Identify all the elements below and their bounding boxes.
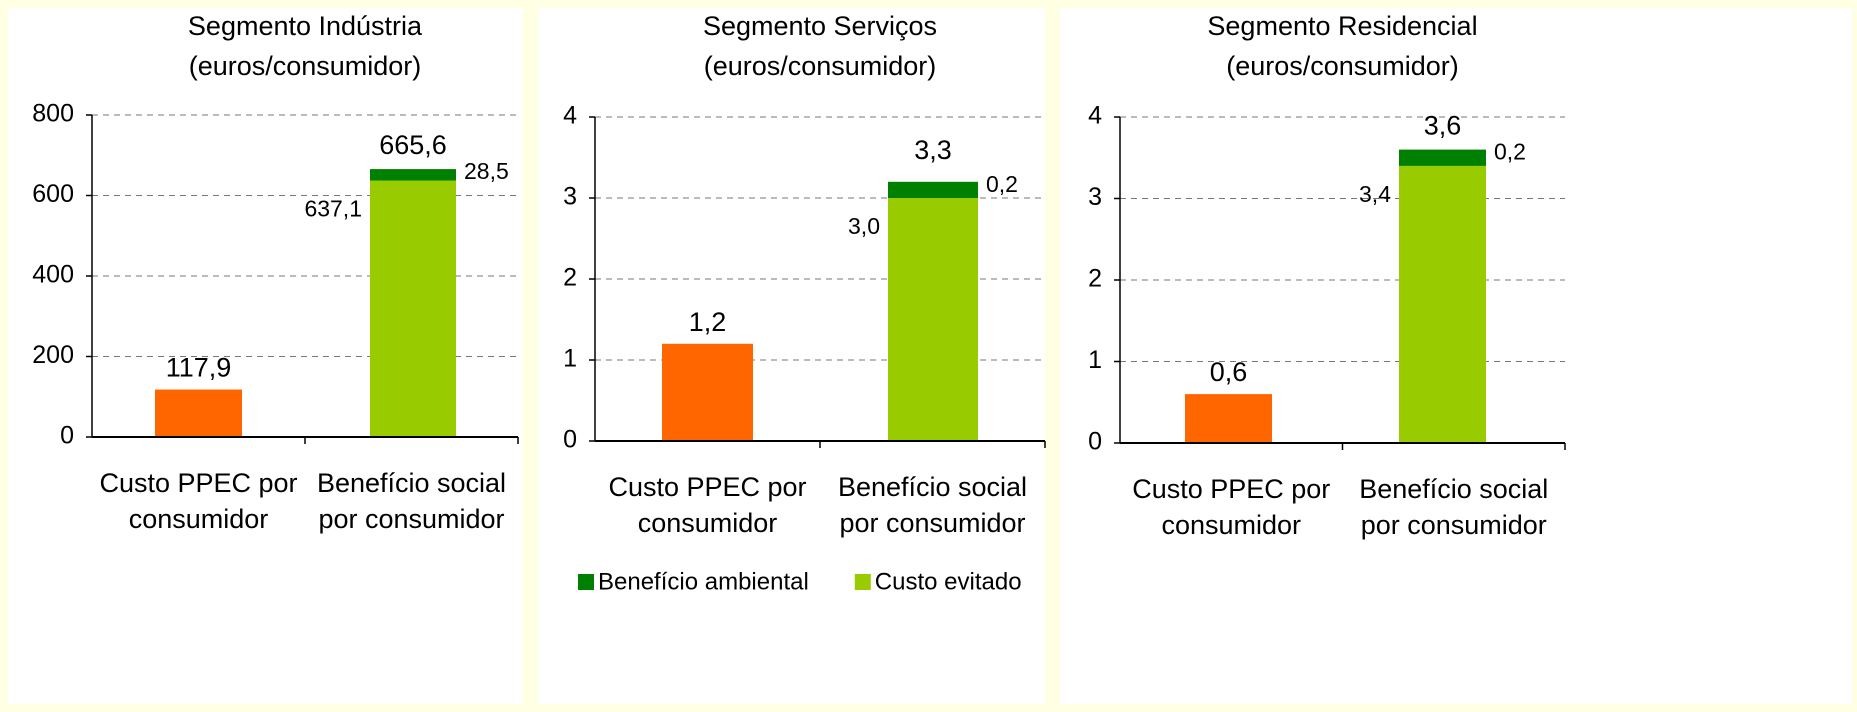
y-tick-label: 4 bbox=[563, 102, 577, 130]
x-tick-label: Benefício social por consumidor bbox=[837, 472, 1028, 538]
y-tick-label: 4 bbox=[1088, 102, 1102, 130]
x-tick-label: Custo PPEC por consumidor bbox=[99, 468, 298, 534]
x-tick-label: Custo PPEC por consumidor bbox=[608, 472, 807, 538]
legend-swatch bbox=[578, 574, 594, 590]
bar-segment bbox=[155, 389, 242, 437]
data-label: 637,1 bbox=[304, 196, 362, 222]
data-label: 1,2 bbox=[689, 307, 727, 337]
chart-subtitle: (euros/consumidor) bbox=[1226, 51, 1459, 81]
x-label-box: Benefício social por consumidor bbox=[837, 472, 1028, 538]
y-tick-label: 1 bbox=[1088, 346, 1102, 374]
data-label: 0,2 bbox=[986, 171, 1018, 197]
data-label: 117,9 bbox=[166, 353, 232, 383]
bar-segment bbox=[370, 180, 456, 437]
legend-label: Benefício ambiental bbox=[598, 568, 809, 595]
x-label-box: Custo PPEC por consumidor bbox=[608, 472, 807, 538]
data-label: 28,5 bbox=[464, 158, 509, 184]
y-tick-label: 200 bbox=[32, 341, 74, 369]
data-label: 0,2 bbox=[1494, 139, 1526, 165]
x-label-box: Benefício social por consumidor bbox=[1359, 474, 1549, 540]
chart-title: Segmento Indústria bbox=[188, 11, 423, 41]
total-label: 3,6 bbox=[1424, 111, 1462, 141]
data-label: 0,6 bbox=[1210, 357, 1248, 387]
data-label: 3,4 bbox=[1359, 181, 1391, 207]
bar-segment bbox=[370, 169, 456, 181]
total-label: 665,6 bbox=[379, 130, 447, 160]
x-tick-label: Benefício social por consumidor bbox=[1359, 474, 1549, 540]
x-label-box: Custo PPEC por consumidor bbox=[1132, 474, 1331, 540]
chart-subtitle: (euros/consumidor) bbox=[189, 51, 422, 81]
chart-title: Segmento Residencial bbox=[1207, 11, 1477, 41]
bar-segment bbox=[1399, 165, 1486, 443]
y-tick-label: 3 bbox=[563, 183, 577, 211]
bar-segment bbox=[1399, 149, 1486, 166]
y-tick-label: 2 bbox=[1088, 265, 1102, 293]
legend-swatch bbox=[854, 574, 871, 590]
legend-label: Custo evitado bbox=[875, 568, 1022, 595]
y-tick-label: 0 bbox=[1088, 428, 1102, 456]
bar-segment bbox=[888, 181, 978, 198]
bar-segment bbox=[1185, 394, 1272, 443]
y-tick-label: 2 bbox=[563, 264, 577, 292]
x-label-box: Custo PPEC por consumidor bbox=[99, 468, 298, 534]
x-tick-label: Custo PPEC por consumidor bbox=[1132, 474, 1331, 540]
chart-subtitle: (euros/consumidor) bbox=[704, 51, 937, 81]
y-tick-label: 400 bbox=[32, 261, 74, 289]
y-tick-label: 0 bbox=[563, 426, 577, 454]
y-tick-label: 600 bbox=[32, 180, 74, 208]
bar-segment bbox=[888, 198, 978, 441]
x-tick-label: Benefício social por consumidor bbox=[316, 468, 507, 534]
x-label-box: Benefício social por consumidor bbox=[316, 468, 507, 534]
total-label: 3,3 bbox=[914, 135, 952, 165]
bar-segment bbox=[662, 343, 753, 441]
y-tick-label: 800 bbox=[32, 100, 74, 128]
y-tick-label: 0 bbox=[60, 422, 74, 450]
y-tick-label: 1 bbox=[563, 345, 577, 373]
chart-title: Segmento Serviços bbox=[703, 11, 937, 41]
y-tick-label: 3 bbox=[1088, 183, 1102, 211]
data-label: 3,0 bbox=[848, 213, 880, 239]
